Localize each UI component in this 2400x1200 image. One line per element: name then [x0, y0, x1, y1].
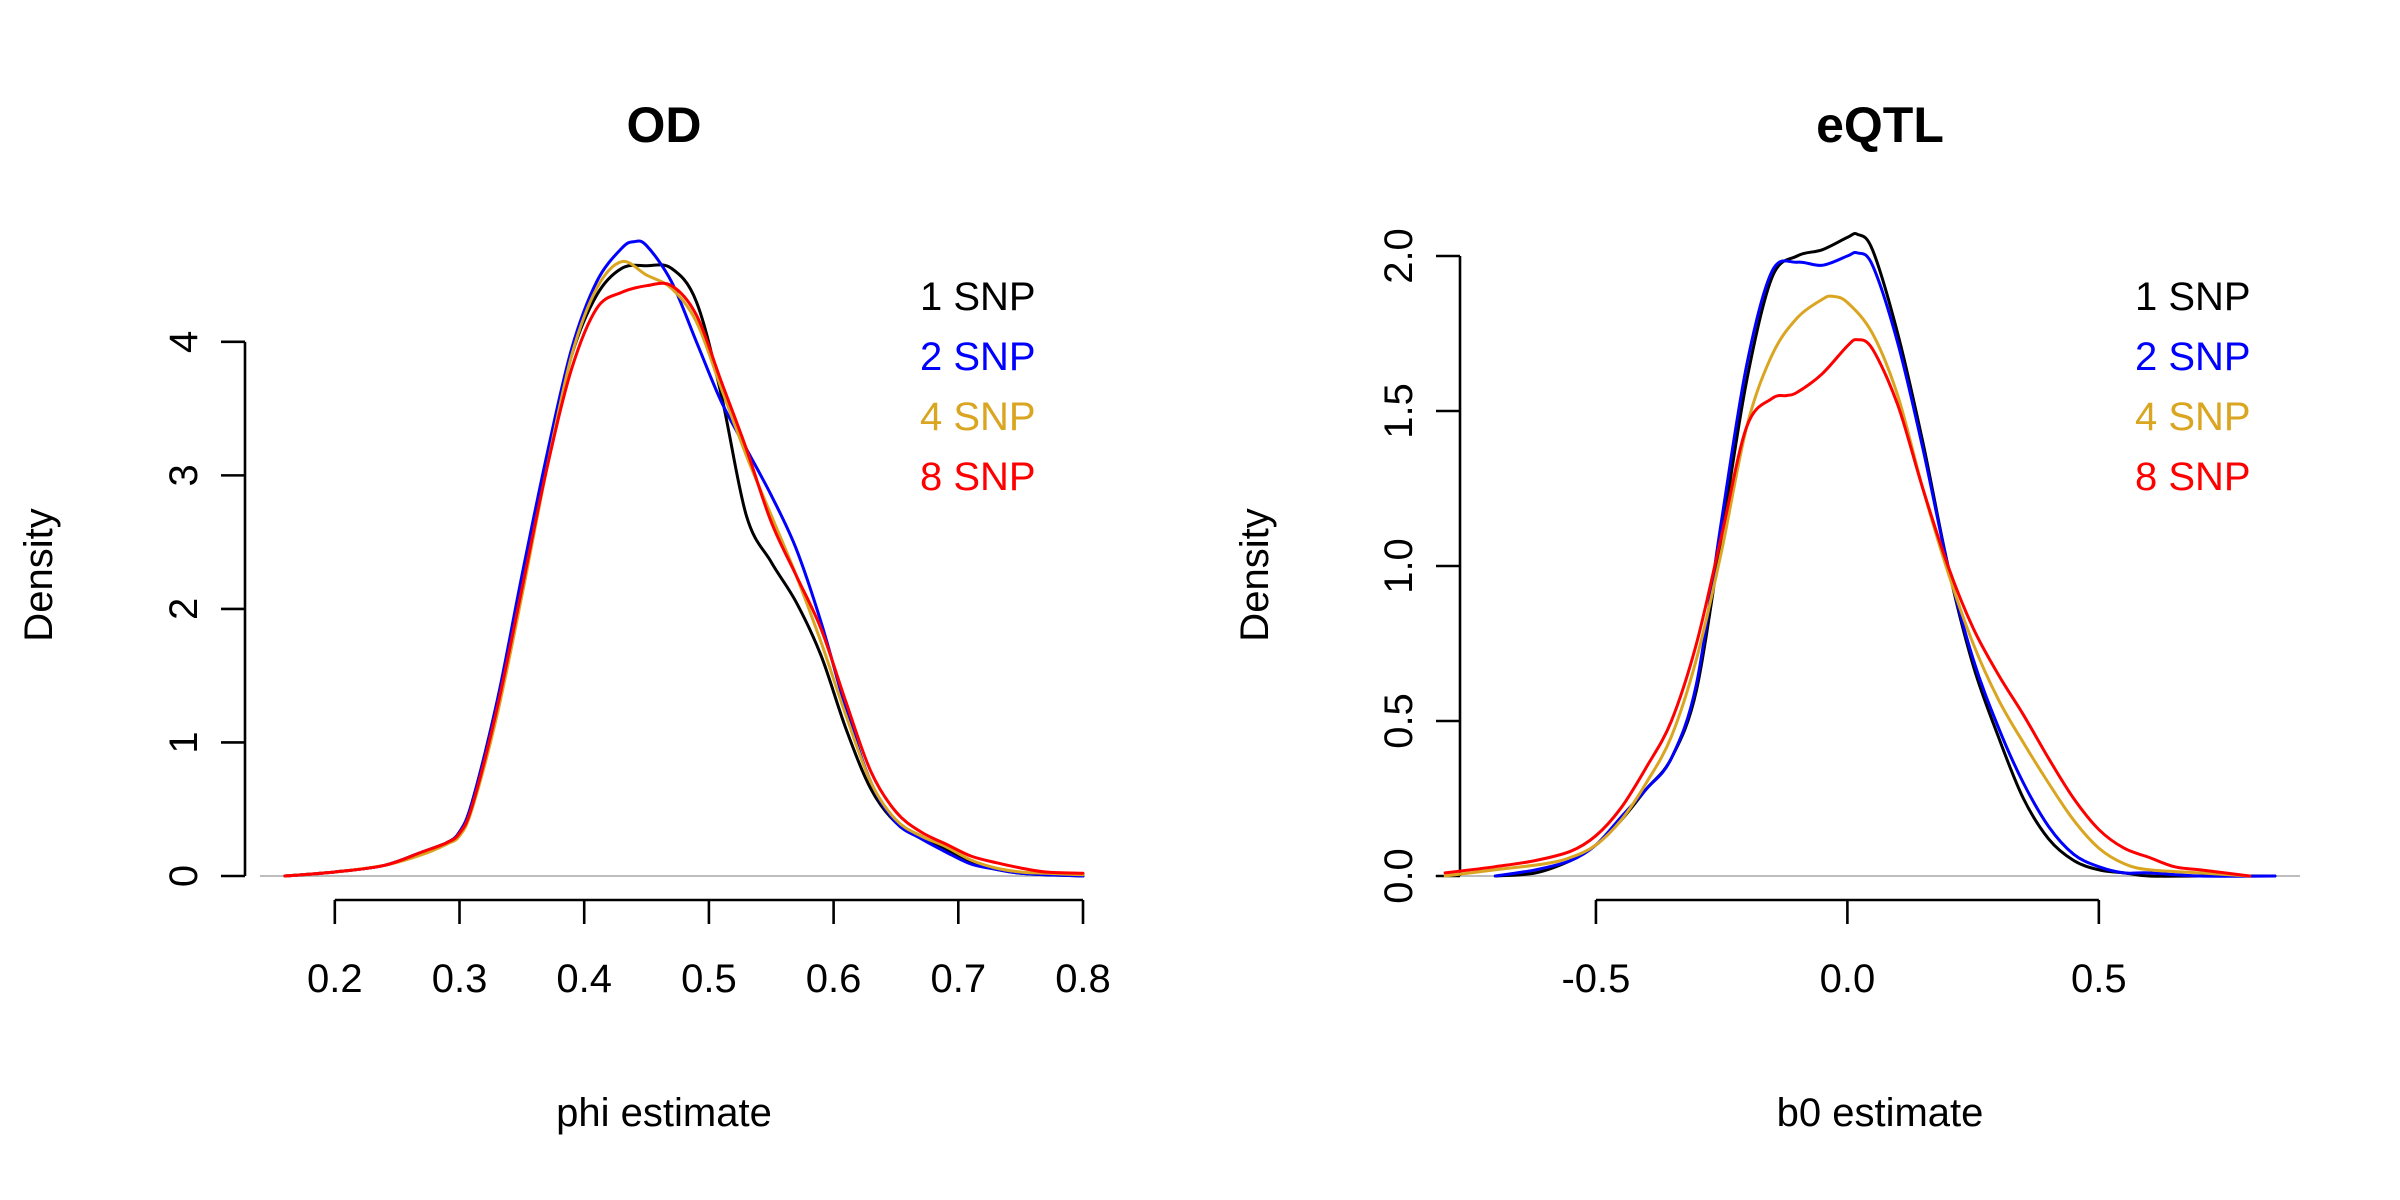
x-tick-label: 0.7: [930, 957, 986, 1001]
x-axis-label-eqtl: b0 estimate: [1777, 1091, 1984, 1135]
y-tick-label: 4: [162, 331, 206, 353]
legend-entry: 8 SNP: [2135, 455, 2251, 499]
x-tick-label: 0.2: [307, 957, 363, 1001]
panel-eqtl: eQTL b0 estimate Density -0.5 0.0 0.50.00.…: [1233, 97, 2300, 1135]
x-tick-label: 0.5: [681, 957, 737, 1001]
x-tick-label: -0.5: [1561, 957, 1630, 1001]
y-tick-label: 1.0: [1377, 538, 1421, 594]
x-axis-od: 0.2 0.3 0.4 0.5 0.6 0.7 0.8: [307, 898, 1111, 1001]
y-tick-label: 0.5: [1377, 693, 1421, 749]
x-tick-label: 0.0: [1820, 957, 1876, 1001]
plot-area-od: 0.2 0.3 0.4 0.5 0.6 0.7 0.8 0 1 2 3 4 1 SNP 2 SNP 4 SN…: [162, 239, 1111, 1001]
chart-title-od: OD: [627, 97, 702, 153]
density-line-8-snp: [283, 281, 1085, 878]
x-tick-label: 0.8: [1055, 957, 1111, 1001]
y-axis-label-od: Density: [17, 508, 61, 641]
y-axis-eqtl: 0.0 0.5 1.0 1.5 2.0: [1377, 228, 1462, 904]
legend-eqtl: 1 SNP 2 SNP 4 SNP 8 SNP: [2135, 275, 2251, 499]
density-line-8-snp: [1443, 338, 2252, 878]
y-tick-label: 3: [162, 464, 206, 486]
y-tick-label: 1.5: [1377, 383, 1421, 439]
y-tick-label: 1: [162, 731, 206, 753]
x-tick-label: 0.3: [432, 957, 488, 1001]
legend-entry: 1 SNP: [920, 275, 1036, 319]
chart-title-eqtl: eQTL: [1816, 97, 1944, 153]
y-tick-label: 0.0: [1377, 848, 1421, 904]
x-axis-eqtl: -0.5 0.0 0.5: [1561, 898, 2127, 1001]
legend-entry: 2 SNP: [2135, 335, 2251, 379]
density-line-4-snp: [1443, 294, 2252, 878]
density-line-2-snp: [1493, 250, 2277, 878]
density-line-1-snp: [1493, 232, 2277, 878]
legend-entry: 8 SNP: [920, 455, 1036, 499]
legend-entry: 2 SNP: [920, 335, 1036, 379]
legend-entry: 4 SNP: [2135, 395, 2251, 439]
plot-area-eqtl: -0.5 0.0 0.5 0.0 0.5 1.0 1.5 2.0 1 SNP 2 SNP 4 SNP…: [1377, 228, 2300, 1001]
x-axis-label-od: phi estimate: [556, 1091, 772, 1135]
y-axis-label-eqtl: Density: [1233, 508, 1277, 641]
y-axis-od: 0 1 2 3 4: [162, 331, 247, 887]
legend-entry: 4 SNP: [920, 395, 1036, 439]
y-tick-label: 2.0: [1377, 228, 1421, 284]
y-tick-label: 2: [162, 598, 206, 620]
y-tick-label: 0: [162, 865, 206, 887]
legend-od: 1 SNP 2 SNP 4 SNP 8 SNP: [920, 275, 1036, 499]
x-tick-label: 0.6: [806, 957, 862, 1001]
x-tick-label: 0.4: [556, 957, 612, 1001]
panel-od: OD phi estimate Density 0.2 0.3 0.4 0.5 0.6 0…: [17, 97, 1111, 1135]
density-line-4-snp: [283, 259, 1085, 878]
legend-entry: 1 SNP: [2135, 275, 2251, 319]
x-tick-label: 0.5: [2071, 957, 2127, 1001]
